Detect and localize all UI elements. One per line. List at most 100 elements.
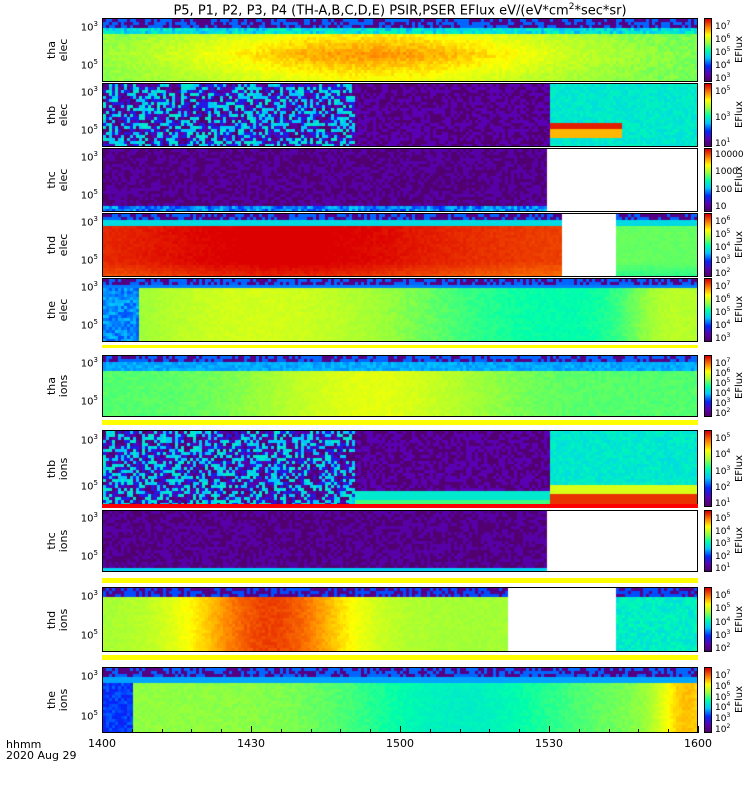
colorbar-thd_ions xyxy=(704,587,712,652)
x-tick-mark xyxy=(221,729,222,733)
colorbar-tick-label: 103 xyxy=(715,332,731,344)
colorbar-tick-label: 105 xyxy=(715,306,731,318)
colorbar-tick-label: 106 xyxy=(715,293,731,305)
x-tick-mark xyxy=(102,726,103,733)
y-axis-label-thd_elec: thd elec xyxy=(45,225,70,265)
colorbar-tick-label: 102 xyxy=(715,723,731,735)
colorbar-thb_elec xyxy=(704,83,712,147)
colorbar-tha_elec xyxy=(704,18,712,82)
colorbar-tick-label: 10 xyxy=(715,202,727,212)
colorbar-thd_elec xyxy=(704,213,712,277)
y-label-species: elec xyxy=(57,168,70,192)
spectrogram-image-thc_elec xyxy=(103,149,697,211)
y-label-species: ions xyxy=(57,529,70,553)
chart-title: P5, P1, P2, P3, P4 (TH-A,B,C,D,E) PSIR,P… xyxy=(173,2,627,19)
spectrogram-image-thb_ions xyxy=(103,431,697,506)
y-tick-label: 105 xyxy=(80,318,98,332)
colorbar-thc_elec xyxy=(704,148,712,212)
y-axis-label-thb_elec: thb elec xyxy=(45,95,70,135)
y-tick-label: 105 xyxy=(80,58,98,72)
data-coverage-bar xyxy=(102,345,698,348)
spectrogram-image-the_elec xyxy=(103,279,697,341)
colorbar-tick-label: 106 xyxy=(715,679,731,692)
colorbar-tick-label: 103 xyxy=(715,72,731,84)
colorbar-label: EFlux xyxy=(734,605,746,633)
y-label-species: elec xyxy=(57,233,70,257)
x-tick-mark xyxy=(519,729,520,733)
x-tick-mark xyxy=(489,729,490,733)
x-tick-mark xyxy=(132,729,133,733)
x-tick-mark xyxy=(430,729,431,733)
colorbar-tick-label: 106 xyxy=(715,33,731,45)
y-tick-label: 105 xyxy=(80,393,98,407)
colorbar-tick-label: 102 xyxy=(715,407,731,419)
spectrogram-thb_elec xyxy=(102,83,698,147)
colorbar-tick-label: 103 xyxy=(715,397,731,409)
y-tick-label: 103 xyxy=(80,433,98,447)
y-axis-label-thb_ions: thb ions xyxy=(45,449,70,489)
x-tick-mark xyxy=(579,729,580,733)
x-tick-mark xyxy=(638,729,639,733)
y-axis-label-the_ions: the ions xyxy=(45,680,70,720)
colorbar-tick-label: 103 xyxy=(715,537,731,549)
colorbar-tick-label: 1000 xyxy=(715,167,738,178)
colorbar-tick-label: 104 xyxy=(715,448,731,461)
y-tick-label: 103 xyxy=(80,19,98,33)
colorbar-tick-label: 103 xyxy=(715,628,731,641)
colorbar-tick-label: 103 xyxy=(715,254,731,266)
data-coverage-bar xyxy=(102,420,698,425)
colorbar-tick-label: 102 xyxy=(715,480,731,493)
spectrogram-image-thd_ions xyxy=(103,588,697,651)
y-label-species: ions xyxy=(57,688,70,712)
colorbar-thc_ions xyxy=(704,510,712,572)
data-coverage-bar xyxy=(102,578,698,583)
colorbar-tick-label: 101 xyxy=(715,497,731,509)
y-tick-label: 103 xyxy=(80,279,98,293)
spectrogram-image-tha_ions xyxy=(103,356,697,416)
y-tick-label: 105 xyxy=(80,548,98,562)
x-tick-mark xyxy=(311,729,312,733)
spectrogram-thc_elec xyxy=(102,148,698,212)
colorbar-tick-label: 104 xyxy=(715,59,731,71)
y-axis-label-thd_ions: thd ions xyxy=(45,600,70,640)
spectrogram-thb_ions xyxy=(102,430,698,507)
colorbar-tick-label: 102 xyxy=(715,549,731,562)
x-tick-mark xyxy=(460,729,461,733)
colorbar-the_elec xyxy=(704,278,712,342)
x-tick-mark xyxy=(191,729,192,733)
colorbar-tick-label: 106 xyxy=(715,367,731,379)
x-tick-mark xyxy=(698,726,699,733)
colorbar-tick-label: 104 xyxy=(715,615,731,628)
y-label-species: elec xyxy=(57,103,70,127)
x-tick-mark xyxy=(251,726,252,733)
colorbar-tick-label: 102 xyxy=(715,267,731,279)
y-axis-label-thc_elec: thc elec xyxy=(45,160,70,200)
colorbar-tick-label: 103 xyxy=(715,712,731,725)
colorbar-tick-label: 107 xyxy=(715,280,731,292)
spectrogram-image-thc_ions xyxy=(103,511,697,571)
x-tick-mark xyxy=(340,729,341,733)
colorbar-tick-label: 105 xyxy=(715,377,731,389)
colorbar-tick-label: 104 xyxy=(715,701,731,714)
y-tick-label: 105 xyxy=(80,253,98,267)
colorbar-tick-label: 105 xyxy=(715,228,731,240)
colorbar-tick-label: 101 xyxy=(715,137,731,149)
colorbar-tick-label: 104 xyxy=(715,524,731,537)
y-label-species: elec xyxy=(57,298,70,322)
colorbar-tick-label: 106 xyxy=(715,215,731,227)
y-label-species: ions xyxy=(57,374,70,398)
y-tick-label: 105 xyxy=(80,479,98,493)
date-label: 2020 Aug 29 xyxy=(6,749,77,762)
y-tick-label: 103 xyxy=(80,588,98,603)
colorbar-tick-label: 105 xyxy=(715,690,731,703)
colorbar-label: EFlux xyxy=(734,685,746,714)
spectrogram-thd_elec xyxy=(102,213,698,277)
spectrogram-tha_ions xyxy=(102,355,698,417)
colorbar-tick-label: 102 xyxy=(715,642,731,654)
x-tick-label: 1530 xyxy=(535,737,563,750)
x-tick-label: 1400 xyxy=(88,737,116,750)
spectrogram-thc_ions xyxy=(102,510,698,572)
y-label-species: ions xyxy=(57,608,70,631)
x-tick-mark xyxy=(668,729,669,733)
